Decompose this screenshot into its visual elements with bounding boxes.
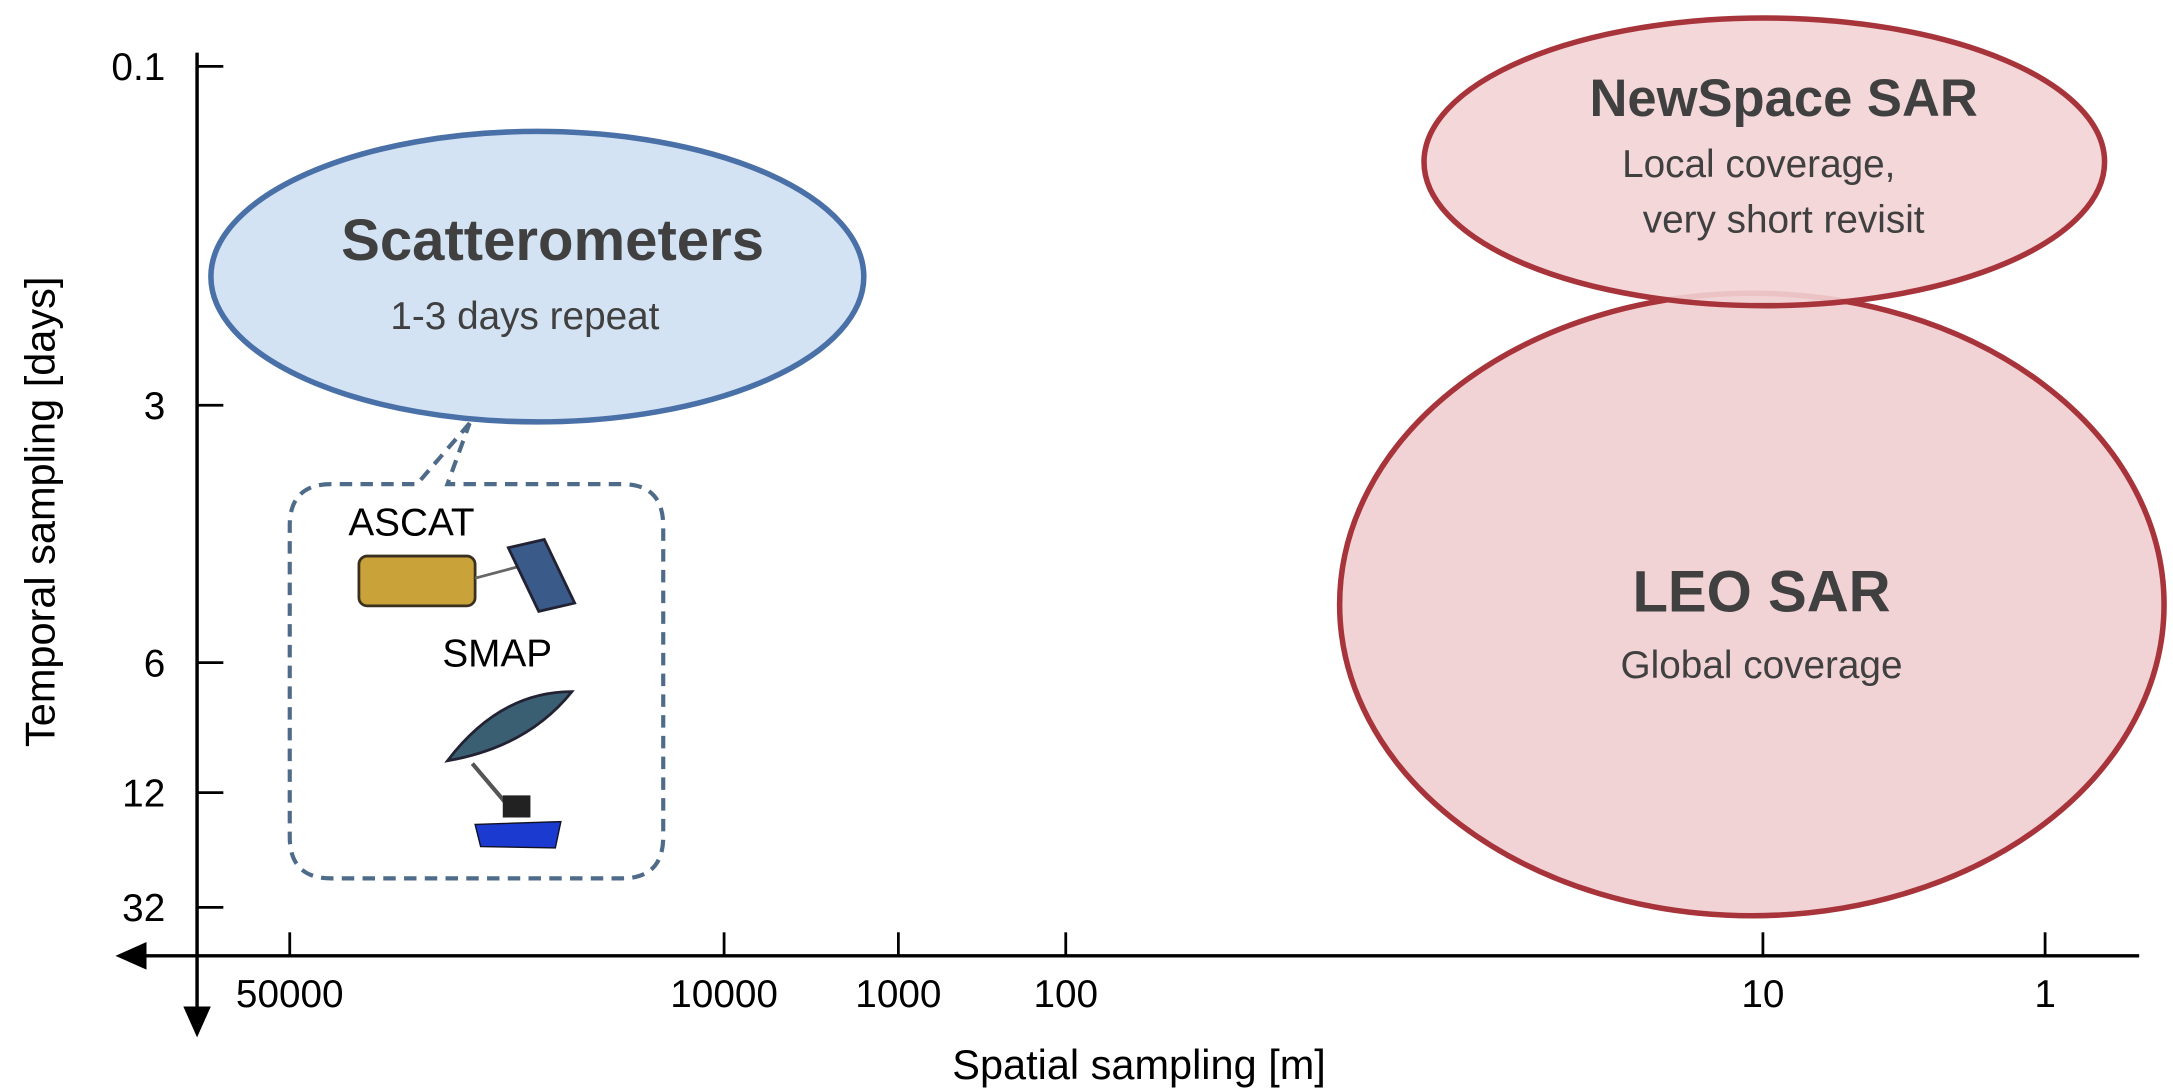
y-axis-label: Temporal sampling [days] [17,277,64,747]
group-subtitle: Local coverage, [1622,143,1895,186]
y-tick-label: 6 [144,642,166,685]
y-tick-label: 12 [122,772,165,815]
group-subtitle: very short revisit [1643,198,1925,241]
instrument-label: SMAP [442,633,552,676]
group-subtitle: 1-3 days repeat [390,295,659,338]
y-tick-label: 0.1 [111,46,165,89]
x-tick-label: 10 [1741,973,1784,1016]
x-tick-label: 50000 [236,973,344,1016]
instrument-label: ASCAT [348,501,474,544]
x-tick-label: 1000 [855,973,941,1016]
x-tick-label: 10000 [670,973,778,1016]
x-tick-label: 1 [2034,973,2056,1016]
x-axis-label: Spatial sampling [m] [952,1041,1326,1088]
ascat-icon [359,539,575,611]
group-title: Scatterometers [341,208,764,273]
group-title: LEO SAR [1632,559,1890,624]
x-tick-label: 100 [1033,973,1098,1016]
smap-icon [447,692,571,848]
y-tick-label: 32 [122,887,165,930]
group-subtitle: Global coverage [1621,644,1903,687]
y-tick-label: 3 [144,385,166,428]
diagram: 50000 10000 1000 100 10 1 0.1 3 6 12 32 Spatial sa… [0,0,2173,1090]
group-title: NewSpace SAR [1589,69,1977,128]
scatterometers-ellipse [211,131,864,421]
page: { "x_axis": {"label": "Spatial sampling … [0,0,2173,1090]
